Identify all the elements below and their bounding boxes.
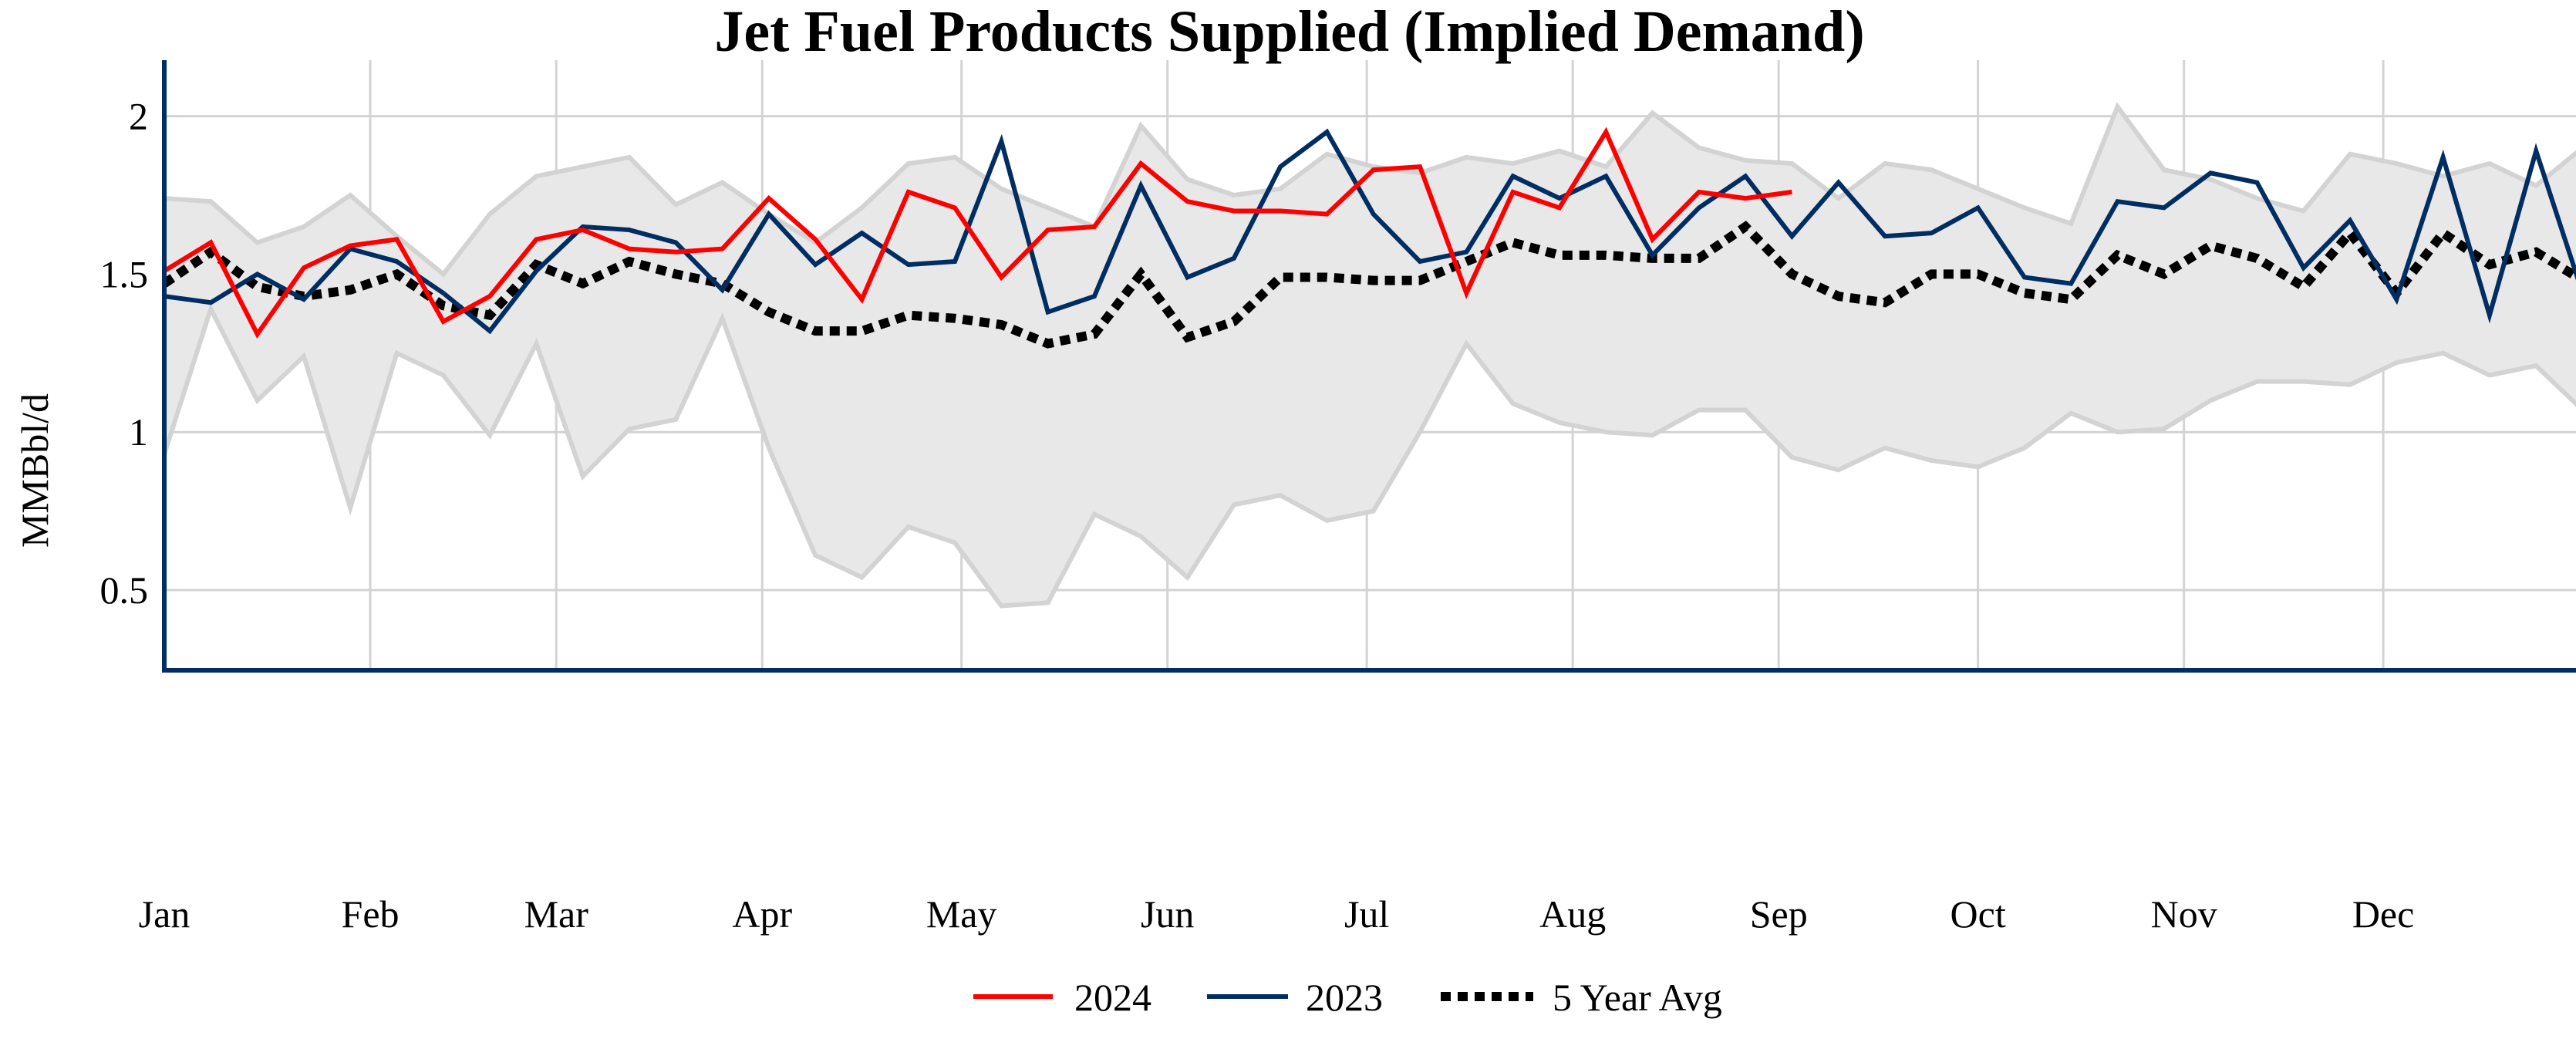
x-tick-label: Mar bbox=[524, 892, 589, 936]
y-tick-label: 1.5 bbox=[100, 252, 149, 295]
y-tick-label: 1 bbox=[129, 410, 148, 454]
range-band bbox=[164, 106, 2576, 606]
x-tick-label: Oct bbox=[1951, 892, 2006, 936]
x-tick-label: Jul bbox=[1344, 892, 1389, 936]
legend-label-2024: 2024 bbox=[1074, 976, 1151, 1019]
band-max-line bbox=[164, 102, 2576, 278]
chart-title: Jet Fuel Products Supplied (Implied Dema… bbox=[714, 0, 1864, 64]
y-tick-label: 0.5 bbox=[100, 568, 149, 612]
y-axis-label: MMBbl/d bbox=[13, 393, 56, 548]
x-tick-label: Nov bbox=[2151, 892, 2217, 936]
x-tick-label: Dec bbox=[2352, 892, 2415, 936]
series-2024-line bbox=[164, 126, 1792, 339]
x-tick-labels: Jan Feb Mar Apr May Jun Jul Aug Sep Oct Nov Dec bbox=[139, 892, 2415, 936]
x-tick-label: Aug bbox=[1539, 892, 1606, 936]
x-tick-label: Jun bbox=[1141, 892, 1194, 936]
legend-item-5-year-avg[interactable]: 5 Year Avg bbox=[1441, 976, 1722, 1019]
x-tick-label: Jan bbox=[139, 892, 191, 936]
series-5-year-avg-line bbox=[164, 221, 2576, 349]
x-tick-label: Feb bbox=[342, 892, 400, 936]
legend-label-5-year-avg: 5 Year Avg bbox=[1553, 976, 1722, 1019]
legend-item-2023[interactable]: 2023 bbox=[1207, 976, 1383, 1019]
x-tick-label: Sep bbox=[1750, 892, 1808, 936]
plot-area bbox=[164, 102, 2576, 609]
band-min-line bbox=[164, 302, 2576, 609]
x-tick-label: Apr bbox=[732, 892, 792, 936]
y-tick-label: 2 bbox=[129, 95, 148, 138]
legend-label-2023: 2023 bbox=[1306, 976, 1383, 1019]
legend-item-2024[interactable]: 2024 bbox=[973, 976, 1151, 1019]
y-tick-labels: 0.5 1 1.5 2 bbox=[100, 95, 149, 612]
series-2023-line bbox=[164, 128, 2576, 335]
x-tick-label: May bbox=[926, 892, 997, 936]
legend: 2024 2023 5 Year Avg bbox=[973, 976, 1722, 1019]
